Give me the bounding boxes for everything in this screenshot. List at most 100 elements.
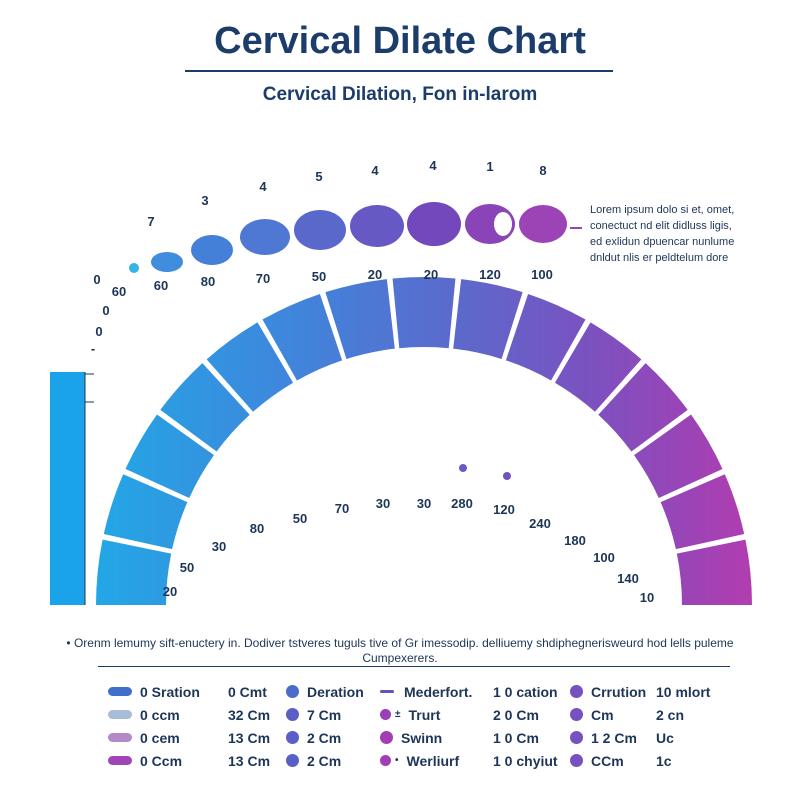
legend-item: • Werliurf — [380, 749, 459, 772]
bubble-series — [129, 202, 582, 273]
arc-value-label: 280 — [451, 496, 473, 511]
bubble-bottom-label: 120 — [479, 267, 501, 282]
legend-item: 1 2 Cm — [570, 726, 637, 749]
legend-item: Mederfort. — [380, 680, 472, 703]
legend-item: 2 cn — [656, 703, 684, 726]
legend-label: Werliurf — [406, 752, 460, 769]
legend-swatch — [108, 687, 132, 696]
legend-item: Deration — [286, 680, 364, 703]
legend-item: 2 0 Cm — [493, 703, 539, 726]
legend-label: 1 0 chyiut — [493, 752, 558, 769]
legend-label: CCm — [591, 752, 624, 769]
side-note-line: Lorem ipsum dolo si et, omet, — [590, 204, 735, 216]
legend-label: 2 Cm — [307, 752, 342, 769]
bubble-point — [350, 205, 404, 247]
legend-label: 2 0 Cm — [493, 706, 539, 723]
legend-swatch — [286, 685, 299, 698]
arc-value-label: 30 — [212, 539, 226, 554]
legend-divider — [98, 666, 730, 667]
legend-marker: ± — [395, 709, 401, 720]
legend-item: 2 Cm — [286, 749, 341, 772]
legend-label: Trurt — [408, 706, 441, 723]
bubble-top-label: 4 — [259, 179, 267, 194]
arc-segment — [554, 322, 642, 412]
legend-label: 2 cn — [656, 706, 685, 723]
legend-label: Cm — [591, 706, 614, 723]
legend-swatch — [570, 731, 583, 744]
legend-label: Mederfort. — [404, 683, 473, 700]
bubble-axis-label: 0 — [95, 324, 102, 339]
arc-value-label: 50 — [293, 511, 307, 526]
arc-segment — [660, 474, 745, 550]
footnote-line: • Orenm lemumy sift-enuctery in. Dodiver… — [66, 636, 734, 650]
bubble-top-label: 7 — [147, 214, 154, 229]
bubble-top-label: 1 — [486, 159, 493, 174]
page-title: Cervical Dilate Chart — [214, 20, 586, 62]
bubble-point — [191, 235, 233, 265]
arc-marker — [537, 477, 559, 499]
legend-item: 13 Cm — [228, 726, 270, 749]
bubble-top-label: 4 — [429, 158, 437, 173]
legend-label: 0 ccm — [140, 706, 180, 723]
side-note-line: conectuct nd elit didluss ligis, — [590, 220, 732, 232]
arc-marker — [602, 506, 640, 544]
arc-segment — [96, 539, 172, 605]
arc-segment — [634, 414, 723, 499]
legend-item: Uc — [656, 726, 674, 749]
bubble-point — [407, 202, 461, 246]
arc-value-label: 30 — [376, 496, 390, 511]
legend-swatch — [570, 754, 583, 767]
arc-segment — [392, 277, 456, 349]
legend-label: 2 Cm — [307, 729, 342, 746]
legend-row: 0 Sration 0 Cmt Deration Mederfort. 1 0 cati… — [108, 680, 738, 703]
page-subtitle: Cervical Dilation, Fon in-larom — [262, 84, 538, 105]
legend-item: Cm — [570, 703, 614, 726]
legend-swatch — [286, 754, 299, 767]
legend-label: 1c — [656, 752, 672, 769]
legend-swatch — [380, 709, 391, 720]
legend-swatch — [286, 731, 299, 744]
legend-swatch — [108, 710, 132, 719]
legend-item: 2 Cm — [286, 726, 341, 749]
bubble-point — [240, 219, 290, 255]
legend-item: 32 Cm — [228, 703, 270, 726]
arc-segment — [206, 322, 294, 412]
arc-value-label: 30 — [417, 496, 431, 511]
legend-item: Crrution — [570, 680, 646, 703]
legend: 0 Sration 0 Cmt Deration Mederfort. 1 0 cati… — [108, 680, 738, 776]
legend-swatch — [286, 708, 299, 721]
legend-label: 1 0 cation — [493, 683, 558, 700]
arc-series — [50, 277, 752, 605]
arc-segment — [160, 363, 250, 452]
legend-swatch — [380, 755, 391, 766]
legend-row: 0 cem 13 Cm 2 Cm Swinn 1 0 Cm 1 2 Cm Uc — [108, 726, 738, 749]
legend-item: 0 cem — [108, 726, 180, 749]
bubble-bottom-label: 60 — [154, 278, 168, 293]
footnote: • Orenm lemumy sift-enuctery in. Dodiver… — [40, 636, 760, 666]
legend-item: 0 Cmt — [228, 680, 267, 703]
bubble-bottom-label: 80 — [201, 274, 215, 289]
legend-label: 1 0 Cm — [493, 729, 539, 746]
arc-segment — [453, 279, 523, 359]
arc-value-label: 100 — [593, 550, 615, 565]
title-underline — [185, 70, 613, 72]
legend-item: CCm — [570, 749, 624, 772]
legend-label: 1 2 Cm — [591, 729, 637, 746]
bubble-top-label: 4 — [371, 163, 379, 178]
legend-label: Uc — [656, 729, 674, 746]
legend-item: 1 0 Cm — [493, 726, 539, 749]
bubble-bottom-label: 20 — [424, 267, 438, 282]
legend-item: 0 ccm — [108, 703, 180, 726]
legend-swatch — [108, 733, 132, 742]
legend-swatch — [380, 731, 393, 744]
legend-item: Swinn — [380, 726, 442, 749]
bubble-axis-label: - — [91, 341, 95, 356]
legend-item: 10 mlort — [656, 680, 710, 703]
arc-value-label: 180 — [564, 533, 586, 548]
legend-swatch — [570, 685, 583, 698]
legend-swatch — [570, 708, 583, 721]
bubble-bottom-label: 70 — [256, 271, 270, 286]
legend-label: 13 Cm — [228, 729, 271, 746]
arc-segment — [505, 293, 586, 381]
